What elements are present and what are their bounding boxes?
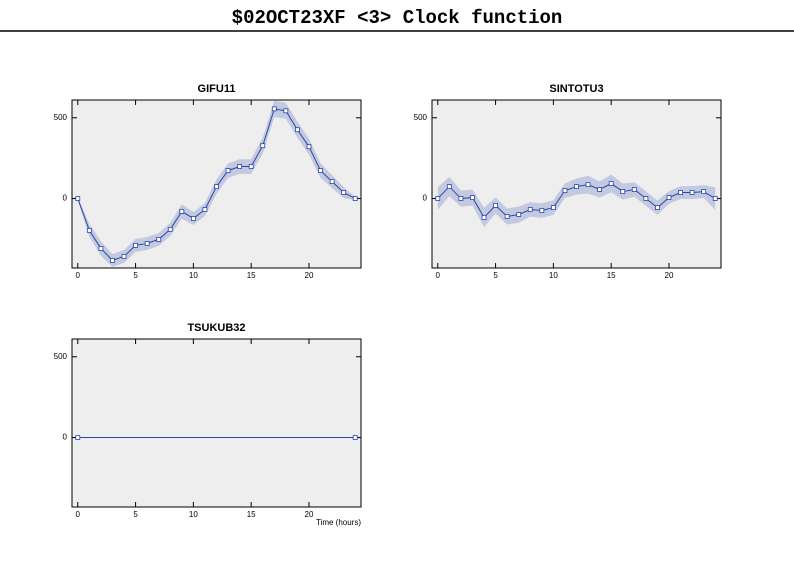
figure-title: $02OCT23XF <3> Clock function [232, 7, 563, 29]
x-tick-label: 5 [133, 510, 138, 519]
point [110, 258, 115, 263]
x-tick-label: 20 [305, 271, 314, 280]
y-tick-label: 500 [54, 352, 68, 361]
y-tick-label: 0 [423, 194, 428, 203]
y-tick-label: 500 [414, 113, 428, 122]
point [156, 237, 162, 242]
point [225, 168, 231, 173]
point [585, 182, 591, 188]
x-tick-label: 20 [305, 510, 314, 519]
point [190, 216, 196, 221]
y-tick-label: 0 [63, 433, 68, 442]
point [678, 190, 683, 195]
point [352, 435, 358, 440]
point [631, 187, 637, 192]
point [539, 208, 545, 213]
error-band [77, 100, 356, 267]
x-tick-label: 20 [665, 271, 674, 280]
point [446, 184, 452, 189]
point [712, 196, 718, 201]
error-band [437, 174, 716, 228]
point [701, 189, 707, 194]
point [352, 196, 358, 201]
point [318, 168, 323, 173]
point [481, 215, 487, 220]
plot-area [431, 99, 722, 269]
panel-title: TSUKUB32 [187, 322, 245, 334]
point [516, 212, 522, 217]
point [329, 179, 335, 184]
point [237, 164, 243, 169]
point [435, 196, 441, 201]
panel-title: SINTOTU3 [549, 83, 603, 95]
y-tick-label: 500 [54, 113, 68, 122]
point [144, 241, 150, 246]
point [283, 108, 289, 114]
point [75, 196, 81, 201]
point [260, 143, 266, 149]
point [98, 246, 104, 251]
point [620, 189, 626, 194]
x-axis-label: Time (hours) [316, 518, 361, 527]
point [550, 205, 556, 210]
point [75, 435, 81, 440]
point [574, 184, 579, 189]
point [493, 203, 498, 208]
x-tick-label: 10 [189, 271, 198, 280]
point [643, 196, 649, 201]
point [214, 184, 219, 189]
point [655, 205, 660, 210]
point [86, 227, 92, 233]
point [341, 190, 347, 195]
plot-area [71, 338, 362, 508]
y-tick-label: 0 [63, 194, 68, 203]
x-tick-label: 0 [76, 510, 81, 519]
point [306, 144, 312, 150]
point [133, 242, 138, 248]
point [470, 195, 475, 200]
x-tick-label: 15 [607, 271, 616, 280]
point [689, 190, 695, 195]
x-tick-label: 15 [247, 271, 256, 280]
x-tick-label: 10 [189, 510, 198, 519]
point [295, 127, 300, 133]
x-tick-label: 5 [133, 271, 138, 280]
point [504, 214, 510, 219]
point [248, 164, 254, 169]
point [121, 253, 127, 259]
point [608, 181, 614, 186]
x-tick-label: 10 [549, 271, 558, 280]
point [597, 187, 603, 192]
point [167, 226, 173, 232]
point [527, 207, 533, 212]
x-tick-label: 15 [247, 510, 256, 519]
point [666, 195, 672, 200]
point [202, 207, 208, 212]
point [562, 188, 568, 194]
point [271, 106, 277, 112]
x-tick-label: 0 [436, 271, 441, 280]
point [458, 196, 464, 201]
point [179, 209, 185, 214]
x-tick-label: 0 [76, 271, 81, 280]
x-tick-label: 5 [493, 271, 498, 280]
panel-title: GIFU11 [198, 83, 236, 95]
